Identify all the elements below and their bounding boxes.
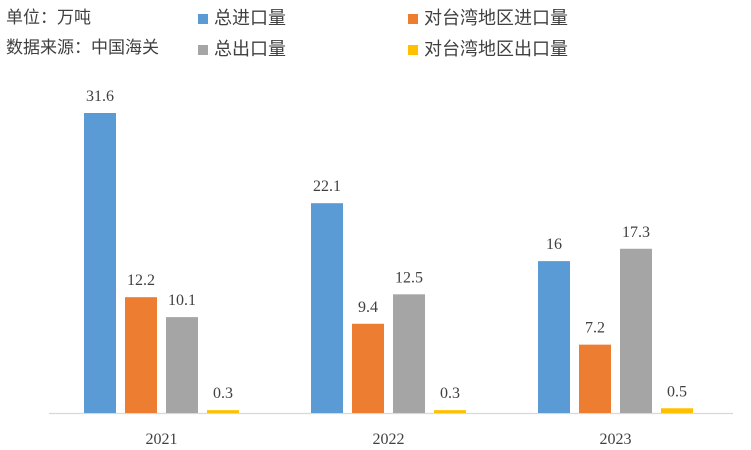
data-label-taiwan-export-2022: 0.3 bbox=[440, 385, 460, 402]
data-label-total-import-2022: 22.1 bbox=[313, 178, 341, 195]
bar-taiwan-export-2022 bbox=[434, 410, 466, 413]
data-label-total-export-2021: 10.1 bbox=[168, 292, 196, 309]
bar-taiwan-import-2023 bbox=[579, 345, 611, 413]
bar-total-import-2021 bbox=[84, 113, 116, 413]
data-label-taiwan-import-2021: 12.2 bbox=[127, 272, 155, 289]
data-label-total-import-2023: 16 bbox=[546, 236, 562, 253]
bar-taiwan-export-2023 bbox=[661, 408, 693, 413]
bar-total-export-2021 bbox=[166, 317, 198, 413]
bar-total-export-2022 bbox=[393, 294, 425, 413]
bar-taiwan-export-2021 bbox=[207, 410, 239, 413]
data-label-total-import-2021: 31.6 bbox=[86, 88, 114, 105]
x-tick-label-2023: 2023 bbox=[600, 431, 632, 448]
x-tick-label-2021: 2021 bbox=[146, 431, 178, 448]
data-label-taiwan-export-2023: 0.5 bbox=[667, 383, 687, 400]
bar-total-import-2022 bbox=[311, 203, 343, 413]
data-label-total-export-2022: 12.5 bbox=[395, 269, 423, 286]
bar-taiwan-import-2021 bbox=[125, 297, 157, 413]
data-label-total-export-2023: 17.3 bbox=[622, 224, 650, 241]
bar-total-import-2023 bbox=[538, 261, 570, 413]
bar-taiwan-import-2022 bbox=[352, 324, 384, 413]
data-label-taiwan-import-2023: 7.2 bbox=[585, 320, 605, 337]
x-tick-label-2022: 2022 bbox=[373, 431, 405, 448]
data-label-taiwan-import-2022: 9.4 bbox=[358, 299, 378, 316]
bar-total-export-2023 bbox=[620, 249, 652, 413]
data-label-taiwan-export-2021: 0.3 bbox=[213, 385, 233, 402]
